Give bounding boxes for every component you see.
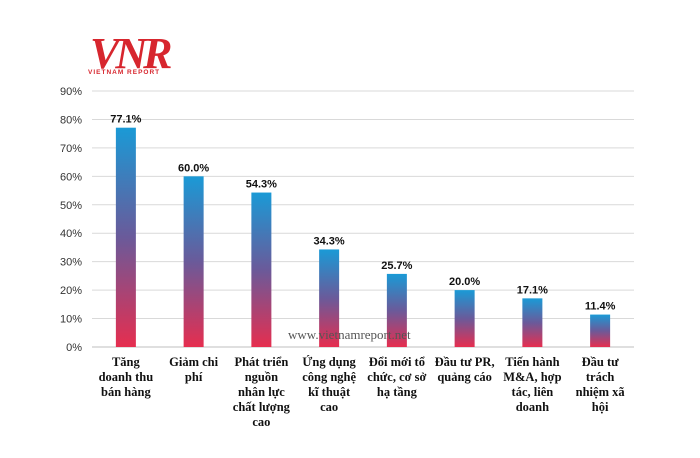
y-tick-label: 80% [60, 114, 82, 126]
x-category-label: Giảm chi phí [169, 355, 218, 384]
logo-wordmark: VIETNAM REPORT [88, 69, 161, 76]
bars [115, 127, 611, 348]
bar [522, 298, 543, 347]
x-category-label: Đầu tư PR, quảng cáo [435, 355, 495, 384]
x-category-label: Phát triển nguồn nhân lực chất lượng cao [233, 355, 291, 429]
x-category-label: Đầu tư trách nhiệm xã hội [576, 355, 626, 414]
y-tick-label: 40% [60, 228, 82, 240]
bar [319, 249, 340, 347]
data-label: 54.3% [246, 179, 277, 191]
data-label: 60.0% [178, 162, 209, 174]
x-category-label: Tiến hành M&A, hợp tác, liên doanh [503, 355, 561, 414]
x-category-label: Đổi mới tổ chức, cơ sở hạ tầng [367, 355, 426, 399]
bar [386, 273, 407, 347]
y-tick-label: 0% [66, 342, 82, 354]
x-category-label: Tăng doanh thu bán hàng [99, 355, 154, 399]
logo-mark-text: VNR [90, 29, 171, 78]
gridlines [92, 90, 634, 348]
y-tick-label: 50% [60, 200, 82, 212]
data-label: 17.1% [517, 284, 548, 296]
bar [590, 314, 611, 347]
data-label: 20.0% [449, 276, 480, 288]
bar [183, 176, 204, 347]
bar [454, 290, 475, 347]
x-category-label: Ứng dụng công nghệ kĩ thuật cao [302, 355, 356, 414]
watermark-url: www.vietnamreport.net [288, 327, 411, 342]
bar [115, 127, 136, 348]
y-tick-label: 60% [60, 171, 82, 183]
data-label: 77.1% [110, 114, 141, 126]
y-tick-label: 10% [60, 314, 82, 326]
data-label: 34.3% [314, 235, 345, 247]
y-tick-label: 20% [60, 285, 82, 297]
vietnam-report-logo: VNR [90, 29, 172, 78]
x-axis-category-labels: Tăng doanh thu bán hàng Giảm chi phí Phát tri… [99, 355, 626, 429]
y-axis-tick-labels: 0% 10% 20% 30% 40% 50% 60% 70% 80% 90% [60, 86, 82, 354]
data-label: 11.4% [585, 301, 616, 313]
bar [251, 192, 272, 347]
data-labels: 77.1% 60.0% 54.3% 34.3% 25.7% 20.0% 17.1% 11.4% [110, 114, 615, 313]
y-tick-label: 30% [60, 257, 82, 269]
data-label: 25.7% [381, 260, 412, 272]
y-tick-label: 90% [60, 86, 82, 98]
y-tick-label: 70% [60, 143, 82, 155]
